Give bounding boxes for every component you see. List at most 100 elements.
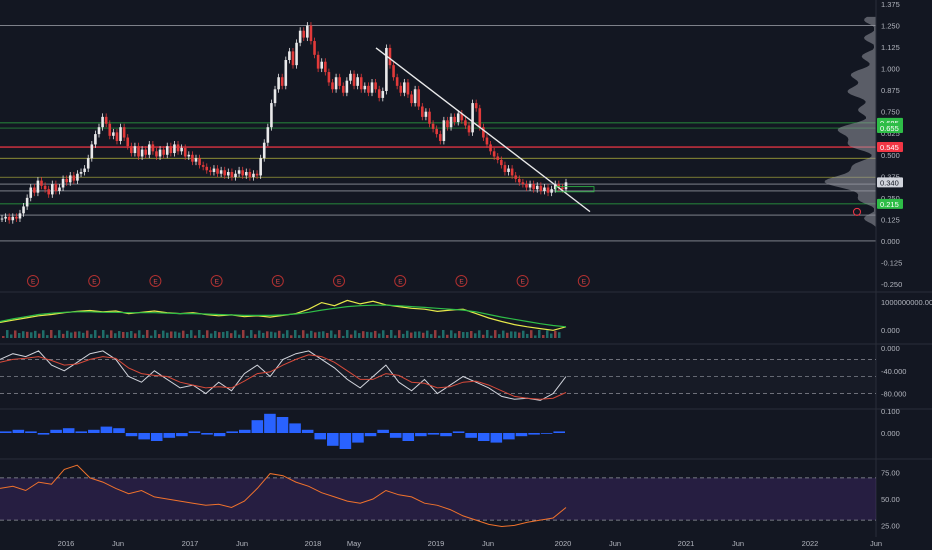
candle[interactable]	[205, 166, 209, 171]
candle[interactable]	[40, 180, 43, 186]
candle[interactable]	[86, 158, 90, 169]
candle[interactable]	[500, 159, 503, 166]
candle[interactable]	[338, 77, 341, 86]
candle[interactable]	[313, 41, 316, 55]
earnings-event-marker[interactable]	[455, 275, 468, 287]
candle[interactable]	[165, 146, 169, 155]
candle[interactable]	[22, 206, 25, 214]
candle[interactable]	[97, 127, 101, 135]
candle[interactable]	[557, 184, 561, 188]
candle[interactable]	[65, 178, 68, 183]
candle[interactable]	[90, 144, 94, 159]
earnings-event-marker[interactable]	[149, 275, 162, 287]
candle[interactable]	[449, 116, 453, 128]
candle[interactable]	[198, 158, 201, 166]
candle[interactable]	[442, 120, 446, 141]
candle[interactable]	[539, 185, 543, 191]
candle[interactable]	[532, 184, 535, 190]
candle[interactable]	[385, 47, 388, 92]
candle[interactable]	[248, 172, 252, 178]
candle[interactable]	[464, 120, 467, 126]
candle[interactable]	[194, 158, 198, 162]
rsi-panel[interactable]: 75.00 50.00 25.00	[0, 464, 900, 530]
candle[interactable]	[474, 103, 478, 109]
candle[interactable]	[94, 134, 97, 145]
candle[interactable]	[550, 189, 553, 193]
candle[interactable]	[173, 144, 176, 154]
candle[interactable]	[341, 85, 345, 93]
candle[interactable]	[467, 125, 471, 133]
candle[interactable]	[68, 175, 72, 183]
candle[interactable]	[334, 77, 338, 90]
candle[interactable]	[122, 127, 126, 138]
candle[interactable]	[183, 147, 187, 157]
candle[interactable]	[306, 25, 309, 38]
candle[interactable]	[345, 80, 349, 93]
candle[interactable]	[492, 151, 496, 157]
candle[interactable]	[553, 184, 557, 190]
candle[interactable]	[324, 61, 327, 73]
candle[interactable]	[363, 85, 367, 90]
candle[interactable]	[403, 82, 406, 93]
candle[interactable]	[158, 149, 162, 157]
candle[interactable]	[83, 168, 86, 172]
candle[interactable]	[115, 132, 119, 141]
candle[interactable]	[25, 197, 29, 207]
candle[interactable]	[140, 149, 144, 157]
support-box[interactable]	[555, 186, 595, 193]
candle[interactable]	[72, 175, 76, 181]
candle[interactable]	[43, 185, 47, 190]
candle[interactable]	[18, 213, 22, 219]
moving-average-panel[interactable]: 1000000000.000 0.000	[0, 298, 932, 338]
candle[interactable]	[126, 137, 130, 147]
candle[interactable]	[241, 170, 244, 176]
candle[interactable]	[446, 120, 449, 128]
candle[interactable]	[230, 172, 234, 178]
candle[interactable]	[359, 77, 363, 90]
candle[interactable]	[331, 82, 334, 90]
candle[interactable]	[280, 77, 284, 86]
candle[interactable]	[399, 85, 403, 93]
candle[interactable]	[327, 72, 331, 83]
candle[interactable]	[406, 82, 410, 95]
earnings-event-marker[interactable]	[210, 275, 223, 287]
candle[interactable]	[15, 216, 18, 219]
candle[interactable]	[561, 187, 564, 190]
candle[interactable]	[395, 77, 399, 86]
candle[interactable]	[273, 89, 277, 104]
candle[interactable]	[133, 146, 137, 154]
earnings-event-marker[interactable]	[333, 275, 345, 287]
earnings-event-marker[interactable]	[271, 275, 284, 287]
candle[interactable]	[227, 172, 230, 176]
earnings-event-marker[interactable]	[577, 275, 590, 287]
candle[interactable]	[309, 25, 313, 42]
candle[interactable]	[252, 173, 255, 178]
candle[interactable]	[438, 134, 442, 141]
candle[interactable]	[456, 113, 460, 123]
candle[interactable]	[424, 111, 428, 117]
candle[interactable]	[58, 187, 61, 191]
candle[interactable]	[503, 165, 507, 172]
candle[interactable]	[428, 111, 431, 124]
candle[interactable]	[180, 147, 183, 152]
candle[interactable]	[284, 60, 288, 86]
candle[interactable]	[381, 91, 385, 98]
candle[interactable]	[262, 142, 266, 159]
candle[interactable]	[29, 187, 33, 198]
candle[interactable]	[525, 184, 528, 188]
candle[interactable]	[108, 123, 112, 136]
candle[interactable]	[514, 175, 518, 179]
candle[interactable]	[421, 106, 424, 117]
candle[interactable]	[216, 168, 219, 174]
ma-slow-line[interactable]	[0, 304, 567, 328]
candle[interactable]	[244, 172, 248, 176]
candle[interactable]	[61, 178, 65, 188]
candle[interactable]	[104, 116, 108, 124]
candle[interactable]	[151, 144, 155, 152]
candle[interactable]	[507, 168, 510, 172]
candle[interactable]	[137, 146, 140, 157]
candle[interactable]	[320, 61, 324, 69]
candle[interactable]	[521, 182, 525, 185]
candle[interactable]	[79, 172, 83, 174]
